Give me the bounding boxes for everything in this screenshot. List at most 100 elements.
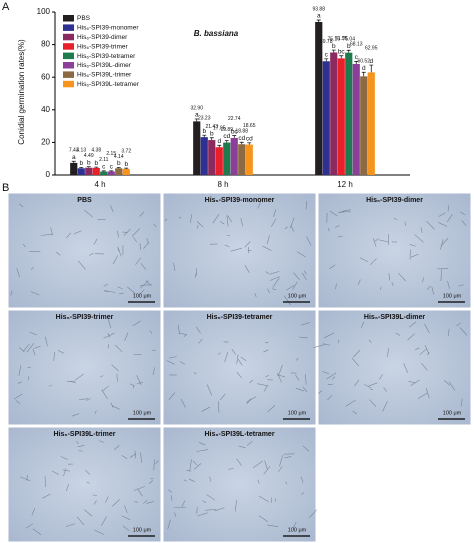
x-tick-label: 12 h [337, 180, 353, 189]
scale-label: 100 μm [288, 410, 307, 416]
hypha [119, 292, 124, 294]
hypha [71, 413, 80, 417]
micrograph-image [317, 309, 472, 426]
legend-swatch [63, 43, 74, 50]
significance-letter: b [87, 159, 91, 166]
hypha [178, 216, 182, 219]
hypha [448, 381, 456, 391]
hypha [379, 239, 389, 243]
bar [245, 144, 253, 175]
hypha [196, 326, 201, 334]
bar [215, 147, 223, 175]
significance-letter: b [94, 160, 98, 167]
hypha [458, 284, 464, 287]
value-label: 4.13 [76, 148, 86, 154]
value-label: 62.95 [365, 45, 378, 51]
hypha [269, 276, 280, 281]
hypha [254, 292, 257, 298]
hypha [103, 283, 109, 287]
micrograph-title: His₆-SPI39L-tetramer [204, 431, 274, 438]
error-bar [86, 166, 91, 168]
hypha [70, 380, 77, 384]
hypha [153, 223, 157, 228]
micrograph-title: PBS [77, 197, 92, 204]
hypha [345, 399, 356, 407]
hypha [267, 405, 276, 413]
error-bar [232, 135, 237, 138]
hypha [305, 374, 307, 385]
error-bar [369, 64, 374, 73]
hypha [226, 215, 229, 227]
hypha [419, 348, 428, 356]
hypha [267, 288, 271, 294]
hypha [290, 225, 294, 232]
hypha [153, 459, 155, 471]
error-bar [194, 118, 199, 122]
hypha [104, 290, 116, 293]
y-tick-label: 40 [41, 105, 50, 114]
hypha [31, 508, 36, 516]
bar [208, 140, 216, 175]
hypha [98, 440, 105, 443]
hypha [305, 200, 307, 210]
hypha [354, 379, 360, 387]
hypha [114, 445, 120, 450]
micrograph: His₆-SPI39-tetramer 100 μm [162, 309, 317, 426]
value-label: 68.13 [350, 42, 363, 48]
micrograph-image [7, 192, 162, 309]
hypha [10, 290, 13, 296]
hypha [292, 521, 297, 529]
hypha [139, 243, 141, 250]
hypha [196, 221, 204, 228]
hypha [265, 375, 269, 377]
bar [360, 76, 368, 175]
micrograph: His₆-SPI39L-tetramer 100 μm [162, 426, 318, 543]
hypha [420, 227, 423, 234]
hypha [214, 507, 225, 512]
significance-letter: a [195, 112, 199, 119]
hypha [196, 224, 199, 229]
bar [100, 171, 108, 175]
legend-label: His₆-SPI39-tetramer [77, 53, 136, 60]
hypha [380, 286, 382, 290]
hypha [230, 247, 242, 252]
hypha [403, 363, 409, 373]
error-bar [316, 19, 321, 22]
hypha [263, 385, 268, 392]
hypha [19, 203, 24, 208]
hypha [74, 230, 82, 235]
hypha [329, 210, 338, 217]
hypha [271, 218, 277, 228]
hypha [459, 327, 468, 336]
hypha [257, 383, 269, 387]
hypha [329, 264, 336, 270]
hypha [93, 500, 97, 505]
scale-label: 100 μm [443, 410, 462, 416]
legend-swatch [63, 62, 74, 69]
hypha [132, 320, 142, 327]
hypha [219, 393, 226, 401]
hypha [112, 405, 121, 410]
error-bar [109, 170, 114, 172]
hypha [148, 480, 153, 484]
significance-letter: c [355, 54, 359, 61]
significance-letter: cd [246, 136, 253, 143]
hypha [88, 253, 94, 256]
significance-letter: c [110, 164, 114, 171]
error-bar [224, 140, 229, 143]
value-label: 75.16 [327, 36, 340, 42]
hypha [94, 529, 105, 535]
hypha [422, 277, 425, 283]
hypha [189, 459, 192, 471]
hypha [357, 279, 361, 286]
hypha [217, 401, 220, 413]
hypha [231, 348, 236, 355]
hypha [360, 321, 365, 328]
hypha [167, 519, 171, 529]
hypha [318, 390, 323, 394]
micrograph: PBS 100 μm [7, 192, 162, 309]
hypha [155, 460, 159, 465]
x-tick-label: 8 h [217, 180, 228, 189]
hypha [302, 386, 308, 393]
hypha [30, 267, 34, 270]
